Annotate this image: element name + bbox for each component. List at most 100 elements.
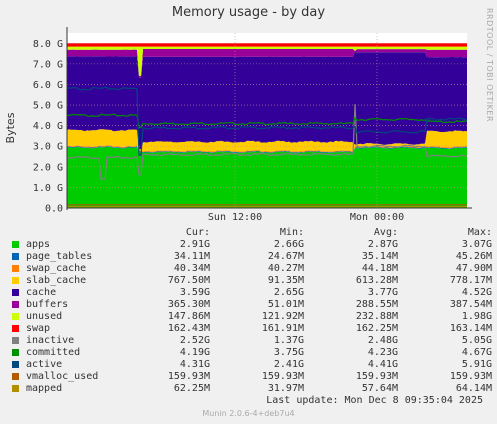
last-update: Last update: Mon Dec 8 09:35:04 2025 (266, 395, 483, 406)
legend-row-slab-cache: slab_cache 767.50M 91.35M 613.28M 778.17M (12, 275, 492, 287)
legend-series-name: committed (26, 347, 81, 358)
legend-value-min: 1.37G (273, 335, 304, 346)
legend-value-avg: 35.14M (361, 251, 398, 262)
legend-value-min: 159.93M (261, 371, 304, 382)
legend-value-cur: 147.86M (167, 311, 210, 322)
legend-swatch (12, 348, 19, 356)
legend-value-min: 2.66G (273, 239, 304, 250)
legend-row-active: active 4.31G 2.41G 4.41G 5.91G (12, 359, 492, 371)
area-page-tables (67, 146, 467, 154)
area-swap-cache (67, 145, 467, 153)
legend-value-max: 163.14M (449, 323, 492, 334)
legend-value-min: 91.35M (267, 275, 304, 286)
legend-swatch (12, 252, 19, 260)
legend-value-cur: 4.19G (179, 347, 210, 358)
y-tick-label: 2.0 G (33, 162, 63, 173)
legend-swatch (12, 384, 19, 392)
y-axis-label: Bytes (4, 112, 17, 143)
header-cur: Cur: (185, 227, 210, 238)
legend-series-name: inactive (26, 335, 75, 346)
legend-swatch (12, 360, 19, 368)
legend-row-committed: committed 4.19G 3.75G 4.23G 4.67G (12, 347, 492, 359)
legend-value-cur: 40.34M (173, 263, 210, 274)
legend-value-min: 121.92M (261, 311, 304, 322)
legend-value-avg: 57.64M (361, 383, 398, 394)
memory-chart: 0.0 1.0 G 2.0 G 3.0 G 4.0 G 5.0 G 6.0 G 7.0 G 8.… (4, 27, 472, 223)
legend-swatch (12, 288, 19, 296)
y-tick-label: 0.0 (45, 204, 63, 215)
legend-series-name: swap (26, 323, 51, 334)
legend-value-min: 51.01M (267, 299, 304, 310)
legend-value-max: 387.54M (449, 299, 492, 310)
legend-table: Cur: Min: Avg: Max: apps 2.91G 2.66G 2.87G 3… (12, 227, 492, 395)
legend-series-name: mapped (26, 383, 63, 394)
legend-row-swap-cache: swap_cache 40.34M 40.27M 44.18M 47.90M (12, 263, 492, 275)
header-max: Max: (467, 227, 492, 238)
legend-value-avg: 3.77G (367, 287, 398, 298)
legend-series-name: vmalloc_used (26, 371, 99, 382)
legend-value-min: 2.41G (273, 359, 304, 370)
legend-series-name: buffers (26, 299, 69, 310)
legend-value-avg: 162.25M (355, 323, 398, 334)
legend-row-mapped: mapped 62.25M 31.97M 57.64M 64.14M (12, 383, 492, 395)
chart-title: Memory usage - by day (171, 5, 326, 20)
legend-value-cur: 2.91G (179, 239, 210, 250)
legend-value-min: 2.65G (273, 287, 304, 298)
legend-value-max: 5.05G (461, 335, 492, 346)
legend-value-max: 5.91G (461, 359, 492, 370)
legend-header-row: Cur: Min: Avg: Max: (12, 227, 492, 239)
legend-swatch (12, 300, 19, 308)
legend-value-cur: 3.59G (179, 287, 210, 298)
legend-series-name: cache (26, 287, 57, 298)
legend-swatch (12, 276, 19, 284)
legend-swatch (12, 240, 19, 248)
legend-row-unused: unused 147.86M 121.92M 232.88M 1.98G (12, 311, 492, 323)
rrdtool-side-label: RRDTOOL / TOBI OETIKER (485, 8, 494, 123)
y-tick-label: 4.0 G (33, 121, 63, 132)
legend-value-avg: 4.23G (367, 347, 398, 358)
legend-swatch (12, 324, 19, 332)
y-tick-label: 6.0 G (33, 80, 63, 91)
legend-value-cur: 4.31G (179, 359, 210, 370)
legend-series-name: apps (26, 239, 51, 250)
legend-value-avg: 159.93M (355, 371, 398, 382)
legend-row-inactive: inactive 2.52G 1.37G 2.48G 5.05G (12, 335, 492, 347)
area-swap (67, 43, 467, 47)
legend-swatch (12, 264, 19, 272)
legend-value-cur: 34.11M (173, 251, 210, 262)
legend-value-min: 40.27M (267, 263, 304, 274)
legend-value-avg: 4.41G (367, 359, 398, 370)
legend-value-min: 24.67M (267, 251, 304, 262)
legend-row-swap: swap 162.43M 161.91M 162.25M 163.14M (12, 323, 492, 335)
legend-series-name: slab_cache (26, 275, 87, 286)
legend-value-avg: 2.87G (367, 239, 398, 250)
y-tick-label: 3.0 G (33, 142, 63, 153)
legend-value-max: 3.07G (461, 239, 492, 250)
legend-value-max: 47.90M (455, 263, 492, 274)
x-tick-label: Sun 12:00 (208, 212, 262, 223)
legend-value-min: 31.97M (267, 383, 304, 394)
legend-value-cur: 62.25M (173, 383, 210, 394)
area-buffers (67, 49, 467, 78)
line-committed (66, 113, 467, 129)
legend-row-cache: cache 3.59G 2.65G 3.77G 4.52G (12, 287, 492, 299)
legend-value-cur: 365.30M (167, 299, 210, 310)
legend-series-name: active (26, 359, 63, 370)
legend-value-avg: 288.55M (355, 299, 398, 310)
y-tick-label: 1.0 G (33, 183, 63, 194)
legend-row-buffers: buffers 365.30M 51.01M 288.55M 387.54M (12, 299, 492, 311)
legend-row-vmalloc-used: vmalloc_used 159.93M 159.93M 159.93M 159.93M (12, 371, 492, 383)
legend-value-avg: 613.28M (355, 275, 398, 286)
area-unused (67, 46, 467, 76)
legend-value-cur: 2.52G (179, 335, 210, 346)
legend-value-avg: 44.18M (361, 263, 398, 274)
legend-value-max: 4.67G (461, 347, 492, 358)
legend-value-cur: 767.50M (167, 275, 210, 286)
legend-value-min: 161.91M (261, 323, 304, 334)
legend-value-max: 778.17M (449, 275, 492, 286)
legend-value-max: 159.93M (449, 371, 492, 382)
legend-row-apps: apps 2.91G 2.66G 2.87G 3.07G (12, 239, 492, 251)
legend-series-name: swap_cache (26, 263, 87, 274)
area-apps (67, 146, 467, 208)
legend-swatch (12, 336, 19, 344)
